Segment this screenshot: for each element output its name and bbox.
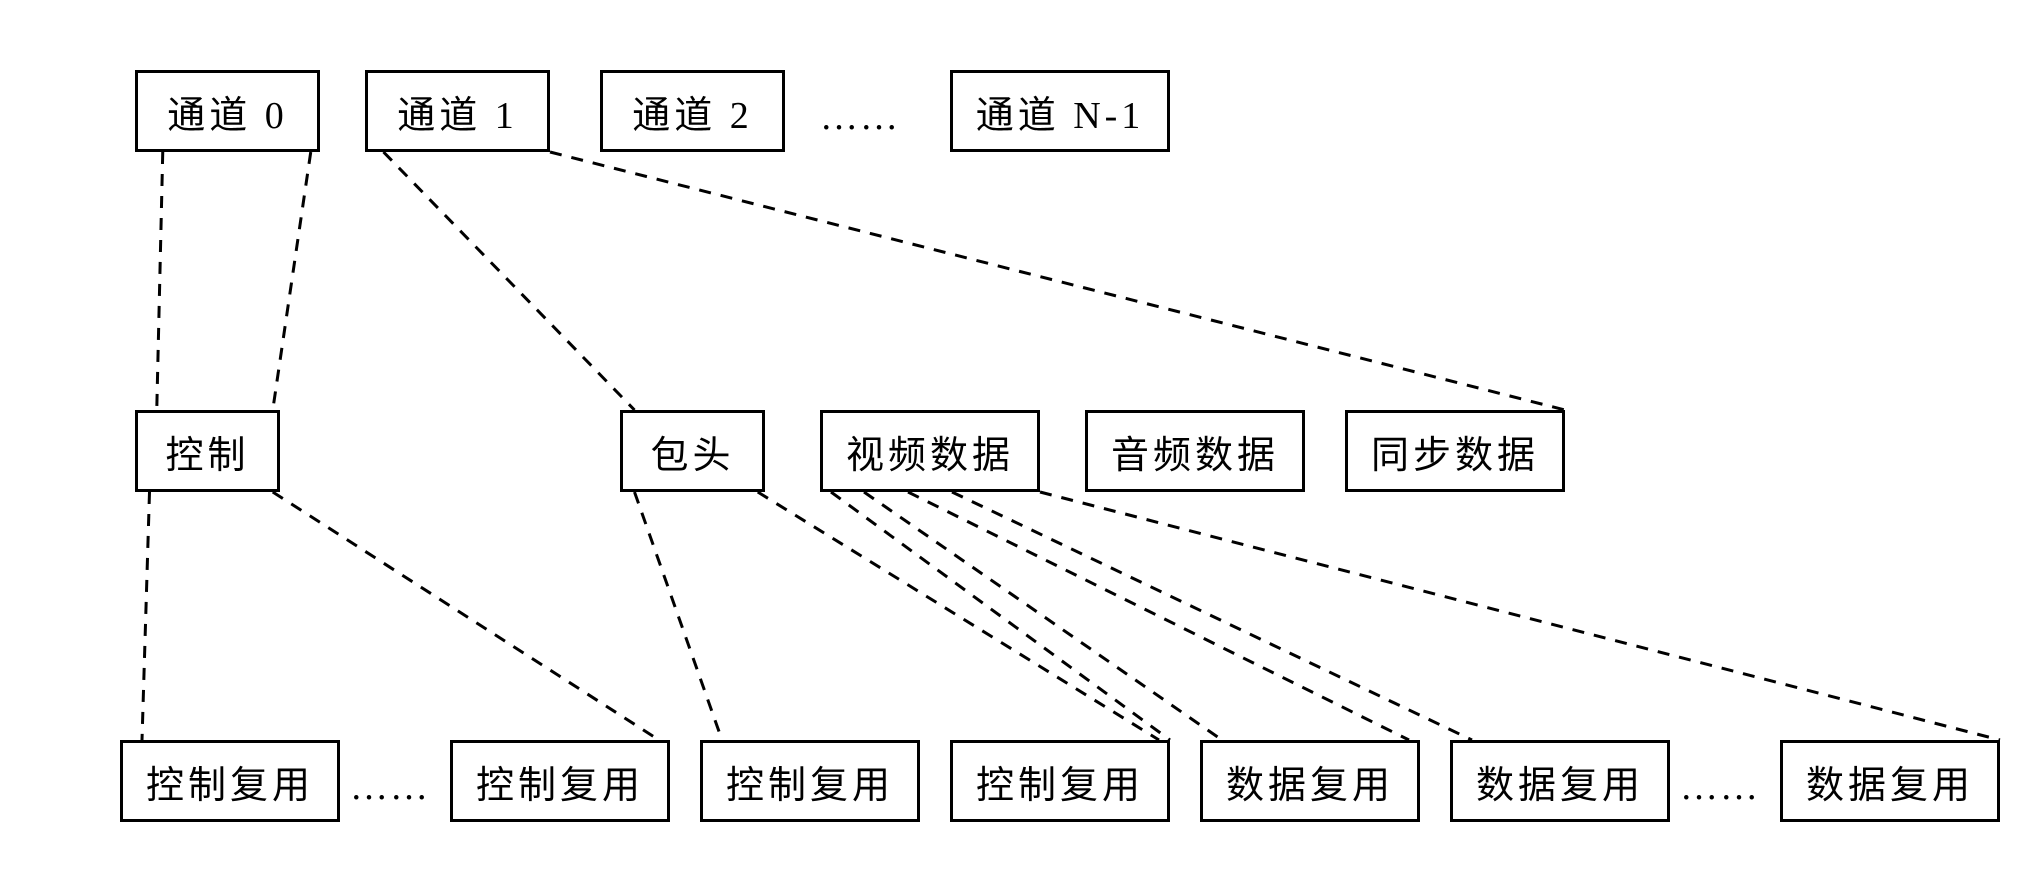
- edge-ch1-sync: [550, 152, 1565, 410]
- edge-ch0-ctrl: [273, 152, 311, 410]
- node-ch2: 通道 2: [600, 70, 785, 152]
- ellipsis-e2: ……: [350, 765, 430, 809]
- node-dm3: 数据复用: [1780, 740, 2000, 822]
- edge-video-dm2: [952, 492, 1472, 740]
- edge-ch0-ctrl: [157, 152, 163, 410]
- edge-video-dm3: [1040, 492, 2000, 740]
- node-audio: 音频数据: [1085, 410, 1305, 492]
- node-cm4: 控制复用: [950, 740, 1170, 822]
- edge-ctrl-cm1: [142, 492, 150, 740]
- node-ch1: 通道 1: [365, 70, 550, 152]
- ellipsis-e3: ……: [1680, 765, 1760, 809]
- node-dm1: 数据复用: [1200, 740, 1420, 822]
- edge-video-dm1: [908, 492, 1409, 740]
- node-dm2: 数据复用: [1450, 740, 1670, 822]
- edge-ctrl-cm2: [273, 492, 659, 740]
- edge-head-cm4: [758, 492, 1159, 740]
- node-cm1: 控制复用: [120, 740, 340, 822]
- edge-ch1-head: [384, 152, 635, 410]
- ellipsis-e1: ……: [820, 95, 900, 139]
- edge-video-dm1: [864, 492, 1222, 740]
- edge-head-cm3: [635, 492, 723, 740]
- node-head: 包头: [620, 410, 765, 492]
- node-chN: 通道 N-1: [950, 70, 1170, 152]
- node-cm3: 控制复用: [700, 740, 920, 822]
- node-cm2: 控制复用: [450, 740, 670, 822]
- node-ctrl: 控制: [135, 410, 280, 492]
- node-ch0: 通道 0: [135, 70, 320, 152]
- node-sync: 同步数据: [1345, 410, 1565, 492]
- edge-video-cm4: [831, 492, 1170, 740]
- node-video: 视频数据: [820, 410, 1040, 492]
